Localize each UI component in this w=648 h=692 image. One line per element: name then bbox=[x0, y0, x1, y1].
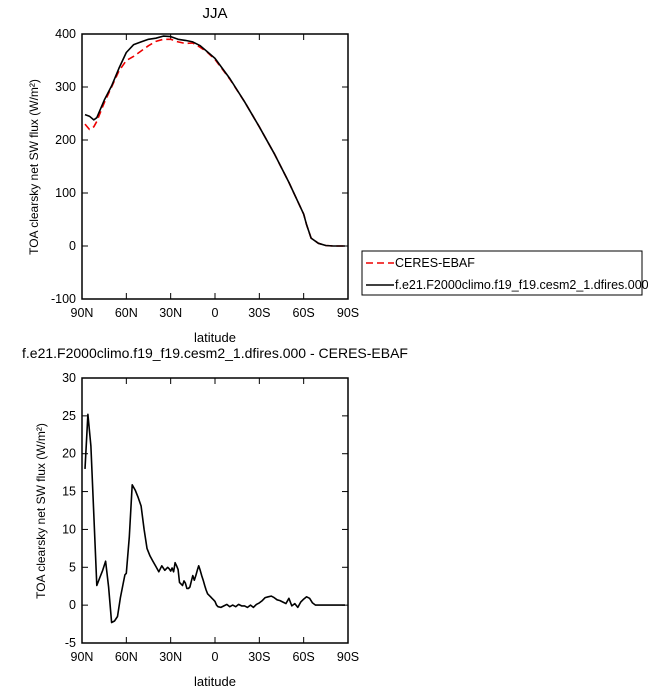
top-chart-title: JJA bbox=[202, 5, 227, 22]
bottom-y-tick-label: 15 bbox=[62, 485, 76, 499]
top-series-line-1 bbox=[84, 38, 345, 247]
top-x-tick-label: 90S bbox=[337, 306, 359, 320]
top-y-tick-label: 100 bbox=[55, 186, 76, 200]
top-y-tick-label: 400 bbox=[55, 27, 76, 41]
legend-label-ceres: CERES-EBAF bbox=[395, 256, 475, 270]
top-y-tick-label: 300 bbox=[55, 80, 76, 94]
bottom-x-axis-label: latitude bbox=[194, 674, 236, 689]
bottom-series-line-1 bbox=[84, 413, 345, 624]
bottom-y-tick-label: -5 bbox=[65, 636, 76, 650]
top-x-tick-label: 30N bbox=[159, 306, 182, 320]
bottom-x-tick-label: 0 bbox=[212, 650, 219, 664]
bottom-x-tick-label: 90S bbox=[337, 650, 359, 664]
top-x-tick-label: 60N bbox=[115, 306, 138, 320]
bottom-x-tick-label: 60N bbox=[115, 650, 138, 664]
bottom-y-tick-label: 10 bbox=[62, 522, 76, 536]
top-y-tick-label: 0 bbox=[69, 239, 76, 253]
bottom-chart-title: f.e21.F2000climo.f19_f19.cesm2_1.dfires.… bbox=[22, 345, 408, 361]
top-x-tick-label: 30S bbox=[248, 306, 270, 320]
top-x-tick-label: 0 bbox=[212, 306, 219, 320]
top-series-line-2 bbox=[84, 35, 345, 247]
bottom-y-tick-label: 30 bbox=[62, 371, 76, 385]
legend-label-model: f.e21.F2000climo.f19_f19.cesm2_1.dfires.… bbox=[395, 278, 648, 292]
bottom-x-axis: 90N 60N 30N 0 30S 60S 90S bbox=[71, 378, 359, 664]
bottom-x-tick-label: 60S bbox=[293, 650, 315, 664]
top-series-group bbox=[84, 35, 345, 247]
top-x-tick-label: 60S bbox=[293, 306, 315, 320]
bottom-series-group bbox=[84, 413, 345, 624]
bottom-y-tick-label: 25 bbox=[62, 409, 76, 423]
top-x-axis-label: latitude bbox=[194, 330, 236, 345]
top-y-tick-label: -100 bbox=[51, 292, 76, 306]
top-x-axis: 90N 60N 30N 0 30S 60S 90S bbox=[71, 34, 359, 320]
bottom-y-axis-label: TOA clearsky net SW flux (W/m²) bbox=[34, 423, 48, 599]
top-legend: CERES-EBAF f.e21.F2000climo.f19_f19.cesm… bbox=[361, 250, 648, 296]
legend-frame bbox=[361, 250, 643, 296]
bottom-y-tick-label: 0 bbox=[69, 598, 76, 612]
top-plot-frame bbox=[81, 33, 349, 300]
top-y-tick-label: 200 bbox=[55, 133, 76, 147]
bottom-y-tick-label: 20 bbox=[62, 447, 76, 461]
bottom-x-tick-label: 90N bbox=[71, 650, 94, 664]
bottom-y-tick-label: 5 bbox=[69, 560, 76, 574]
bottom-x-tick-label: 30S bbox=[248, 650, 270, 664]
bottom-chart: f.e21.F2000climo.f19_f19.cesm2_1.dfires.… bbox=[22, 345, 408, 689]
bottom-x-tick-label: 30N bbox=[159, 650, 182, 664]
bottom-y-axis: -5 0 5 10 15 20 25 30 bbox=[62, 371, 348, 650]
top-y-axis-label: TOA clearsky net SW flux (W/m²) bbox=[27, 79, 41, 255]
top-y-axis: -100 0 100 200 300 400 bbox=[51, 27, 348, 306]
top-x-tick-label: 90N bbox=[71, 306, 94, 320]
